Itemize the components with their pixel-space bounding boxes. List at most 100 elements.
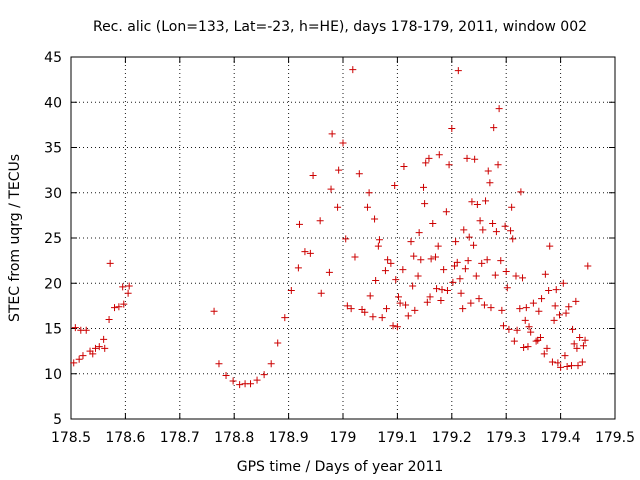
x-tick-label: 178.9 xyxy=(269,430,309,446)
data-point xyxy=(516,305,524,313)
data-point xyxy=(400,163,408,171)
data-point xyxy=(489,220,497,228)
x-axis-tick-labels: 178.5 178.6 178.7 178.8 178.9 179 179.1 179.2 17… xyxy=(51,430,635,446)
data-point xyxy=(498,306,506,314)
data-point xyxy=(442,208,450,216)
data-point xyxy=(433,285,441,293)
data-point xyxy=(381,267,389,275)
data-point xyxy=(371,215,379,223)
data-point xyxy=(392,276,400,284)
data-point xyxy=(71,324,79,332)
data-point xyxy=(567,362,575,370)
data-point xyxy=(548,358,556,366)
data-point xyxy=(448,124,456,132)
data-point xyxy=(459,305,467,313)
y-tick-label: 35 xyxy=(44,141,62,157)
data-point xyxy=(468,198,476,206)
y-tick-label: 25 xyxy=(44,231,62,247)
x-tick-label: 178.5 xyxy=(51,430,91,446)
data-point xyxy=(561,352,569,360)
data-point xyxy=(507,227,515,235)
data-point xyxy=(510,337,518,345)
x-tick-label: 178.7 xyxy=(160,430,200,446)
data-point xyxy=(374,242,382,250)
data-point xyxy=(527,328,535,336)
data-point xyxy=(253,376,261,384)
data-point xyxy=(399,266,407,274)
data-point xyxy=(563,363,571,371)
data-point xyxy=(486,179,494,187)
data-point xyxy=(471,155,479,163)
data-point xyxy=(414,272,422,280)
data-point xyxy=(409,282,417,290)
data-point xyxy=(494,161,502,169)
data-point xyxy=(483,256,491,264)
data-point xyxy=(105,315,113,323)
data-point xyxy=(383,305,391,313)
data-point xyxy=(119,283,127,291)
data-point xyxy=(328,130,336,138)
data-point xyxy=(394,293,402,301)
data-point xyxy=(82,326,90,334)
data-point xyxy=(479,226,487,234)
data-point xyxy=(482,197,490,205)
data-point xyxy=(351,253,359,261)
x-tick-label: 179.3 xyxy=(486,430,526,446)
x-tick-label: 179 xyxy=(330,430,357,446)
data-point xyxy=(572,297,580,305)
data-point xyxy=(502,267,510,275)
data-point xyxy=(431,253,439,261)
data-point xyxy=(521,316,529,324)
data-point xyxy=(420,183,428,191)
data-point xyxy=(434,242,442,250)
data-point xyxy=(570,340,578,348)
data-point xyxy=(396,299,404,307)
data-point xyxy=(503,284,511,292)
x-tick-label: 179.1 xyxy=(377,430,417,446)
data-point xyxy=(541,270,549,278)
data-point xyxy=(522,304,530,312)
grid xyxy=(71,57,615,419)
data-point xyxy=(519,274,527,282)
data-point xyxy=(453,258,461,266)
data-point xyxy=(513,326,521,334)
data-point xyxy=(574,362,582,370)
data-point xyxy=(75,355,83,363)
y-tick-label: 20 xyxy=(44,276,62,292)
data-point xyxy=(565,303,573,311)
data-point xyxy=(525,323,533,331)
data-point xyxy=(443,286,451,294)
data-point xyxy=(342,235,350,243)
data-point xyxy=(415,229,423,237)
data-point xyxy=(550,316,558,324)
data-point xyxy=(435,151,443,159)
y-tick-label: 10 xyxy=(44,367,62,383)
data-point xyxy=(361,308,369,316)
axis-ticks xyxy=(70,56,616,420)
y-tick-label: 30 xyxy=(44,186,62,202)
data-point xyxy=(427,255,435,263)
data-point xyxy=(366,292,374,300)
data-point xyxy=(473,201,481,209)
data-point xyxy=(355,170,363,178)
data-point xyxy=(287,286,295,294)
data-point xyxy=(294,264,302,272)
data-point xyxy=(437,296,445,304)
data-point xyxy=(449,278,457,286)
data-point xyxy=(470,241,478,249)
data-point xyxy=(79,352,87,360)
data-point xyxy=(267,360,275,368)
data-point xyxy=(101,344,109,352)
data-point xyxy=(451,262,459,270)
data-point xyxy=(540,350,548,358)
y-axis-label: STEC from uqrg / TECUs xyxy=(7,154,23,322)
data-point xyxy=(124,289,132,297)
data-point xyxy=(347,305,355,313)
data-point xyxy=(375,236,383,244)
data-point xyxy=(478,259,486,267)
data-point xyxy=(484,167,492,175)
data-point xyxy=(335,166,343,174)
data-point xyxy=(487,304,495,312)
data-point xyxy=(578,358,586,366)
data-point xyxy=(465,233,473,241)
